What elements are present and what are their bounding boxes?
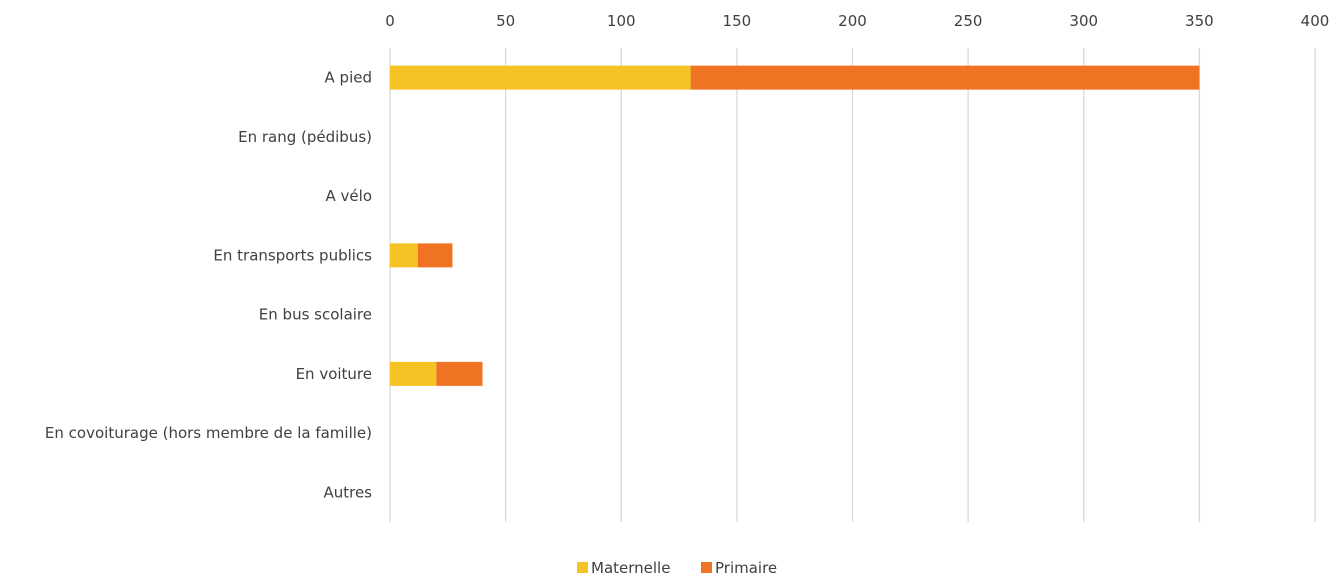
x-tick-label: 350 <box>1185 12 1214 30</box>
x-tick-label: 300 <box>1069 12 1098 30</box>
bar-segment-primaire <box>417 243 453 268</box>
category-label: En voiture <box>296 365 372 383</box>
bar-segment-maternelle <box>390 361 437 386</box>
category-labels: A pied En rang (pédibus) A vélo En transpor… <box>45 69 372 502</box>
legend: Maternelle Primaire <box>577 559 777 577</box>
x-tick-label: 0 <box>385 12 395 30</box>
gridlines <box>389 48 1316 522</box>
x-tick-label: 250 <box>954 12 983 30</box>
x-tick-label: 200 <box>838 12 867 30</box>
x-tick-label: 150 <box>723 12 752 30</box>
bar-segment-primaire <box>436 361 483 386</box>
bar-segment-maternelle <box>390 243 418 268</box>
category-label: En rang (pédibus) <box>238 128 372 146</box>
x-axis-tick-labels: 0 50 100 150 200 250 300 350 400 <box>385 12 1329 30</box>
category-label: En covoiturage (hors membre de la famill… <box>45 424 372 442</box>
legend-swatch <box>701 562 712 573</box>
legend-label: Primaire <box>715 559 777 577</box>
legend-swatch <box>577 562 588 573</box>
x-tick-label: 100 <box>607 12 636 30</box>
x-tick-label: 50 <box>496 12 515 30</box>
bar-segment-primaire <box>690 65 1200 90</box>
category-label: A vélo <box>326 187 372 205</box>
category-label: En transports publics <box>213 246 372 264</box>
bars <box>390 65 1200 386</box>
bar-segment-maternelle <box>390 65 691 90</box>
category-label: A pied <box>325 69 372 87</box>
x-tick-label: 400 <box>1301 12 1330 30</box>
category-label: Autres <box>323 483 372 501</box>
category-label: En bus scolaire <box>259 306 372 324</box>
legend-label: Maternelle <box>591 559 670 577</box>
